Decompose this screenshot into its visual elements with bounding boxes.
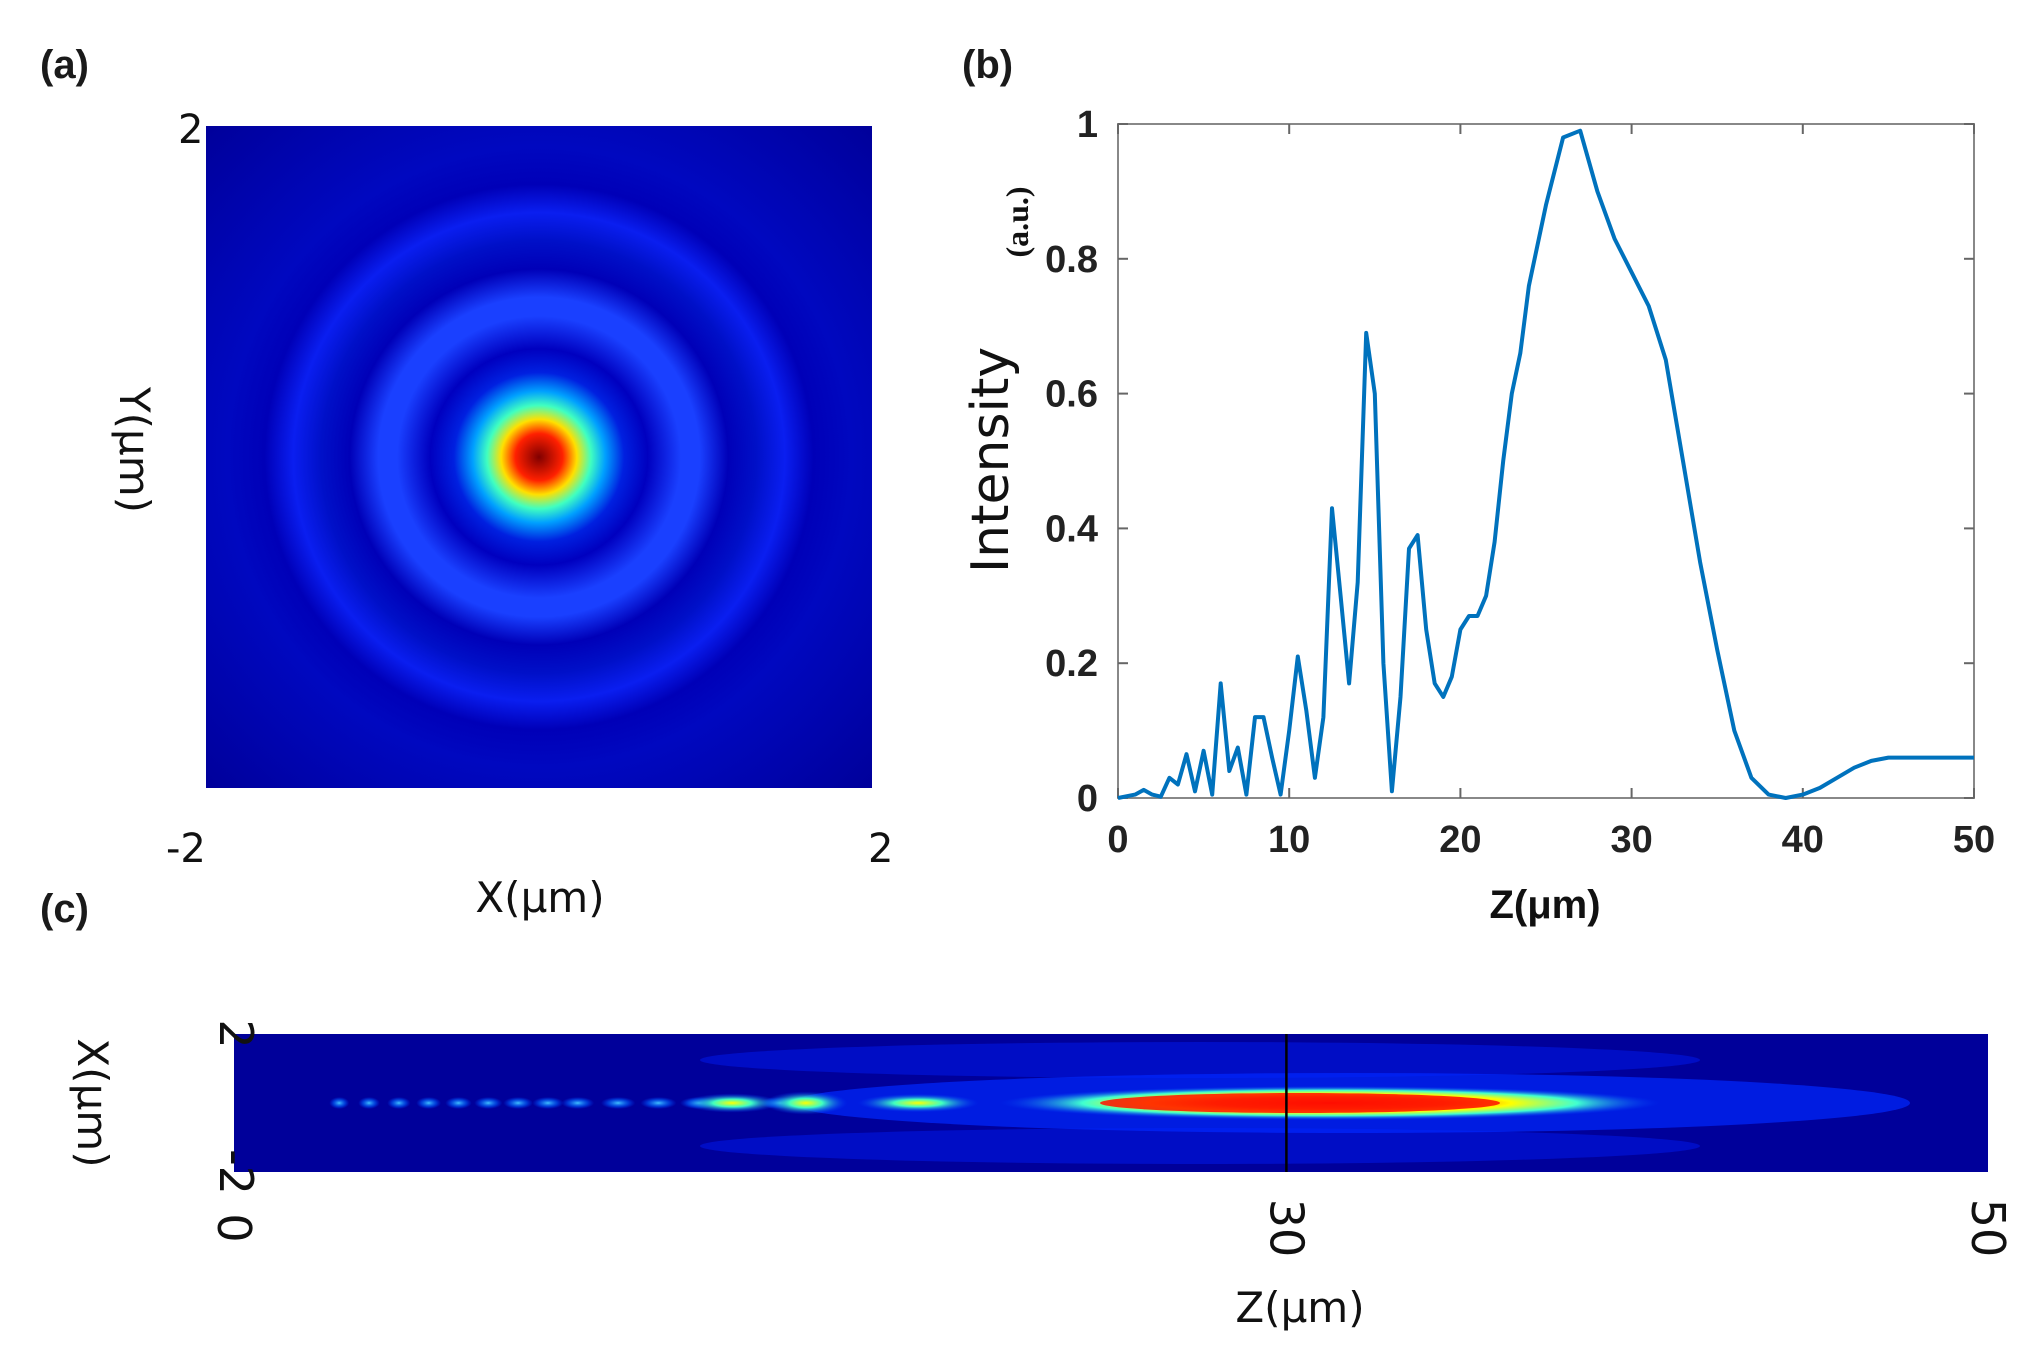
panel-c-xtick-30: 30 xyxy=(1259,1199,1313,1258)
panel-b-axes-box xyxy=(1117,123,1975,799)
panel-c-faint-spot xyxy=(387,1097,411,1109)
panel-b-tick-labels: 0 10 20 30 40 50 0 0.2 0.4 0.6 0.8 1 xyxy=(1045,104,1995,861)
panel-a-xlabel: X(μm) xyxy=(475,873,604,922)
panel-c-faint-spot xyxy=(416,1097,442,1109)
panel-b-ytick-label-1: 0.2 xyxy=(1045,643,1098,685)
panel-c-hotspot-1 xyxy=(684,1093,781,1113)
panel-b-ytick-label-5: 1 xyxy=(1077,104,1098,146)
panel-b-series-line xyxy=(1117,128,1974,800)
panel-c-hotspot-0 xyxy=(764,1091,848,1115)
panel-b-xtick-label-3: 30 xyxy=(1610,819,1652,861)
panel-c-side-lobe-top xyxy=(700,1042,1700,1078)
panel-c-ytick-top: 2 xyxy=(209,1019,263,1048)
panel-c-xlabel: Z(μm) xyxy=(1235,1283,1364,1332)
panel-c-faint-spot xyxy=(474,1097,503,1109)
panel-a-heatmap xyxy=(206,126,872,788)
panel-c-faint-spot xyxy=(532,1097,564,1109)
panel-c-xtick-0: 0 xyxy=(207,1213,261,1242)
panel-b-ytick-label-0: 0 xyxy=(1077,778,1098,820)
panel-label-a: (a) xyxy=(40,43,89,87)
panel-a-xtick-right: 2 xyxy=(868,826,893,872)
panel-c-faint-spot xyxy=(503,1097,533,1109)
panel-c: 2 -2 0 30 50 Z(μm) X(μm) xyxy=(68,1019,2015,1332)
panel-c-hotspots xyxy=(329,1091,979,1115)
panel-b-xtick-label-2: 20 xyxy=(1439,819,1481,861)
panel-c-side-lobe-bottom xyxy=(700,1128,1700,1164)
panel-b-ylabel-unit: (a.u.) xyxy=(999,186,1035,257)
panel-b-xtick-label-4: 40 xyxy=(1782,819,1824,861)
panel-label-c: (c) xyxy=(40,887,89,931)
panel-c-faint-spot xyxy=(358,1097,380,1109)
panel-c-main-focus-core xyxy=(1100,1093,1500,1113)
panel-b-ylabel-main: Intensity xyxy=(961,347,1021,573)
panel-b-xlabel: Z(μm) xyxy=(1489,883,1600,927)
panel-c-faint-spot xyxy=(600,1097,636,1109)
panel-c-hotspot-2 xyxy=(857,1093,979,1113)
panel-b-ytick-label-2: 0.4 xyxy=(1045,508,1098,550)
panel-a-xtick-left: -2 xyxy=(166,826,206,872)
panel-b: 0 10 20 30 40 50 0 0.2 0.4 0.6 0.8 1 Z(μm) Intensit… xyxy=(961,104,1995,927)
panel-b-xtick-label-0: 0 xyxy=(1107,819,1128,861)
panel-b-xtick-label-5: 50 xyxy=(1953,819,1995,861)
panel-b-ytick-label-3: 0.6 xyxy=(1045,374,1098,416)
panel-b-ytick-label-4: 0.8 xyxy=(1045,239,1098,281)
panel-a-ytick-top: 2 xyxy=(178,107,203,153)
panel-c-faint-spot xyxy=(640,1097,677,1109)
panel-c-xtick-50: 50 xyxy=(1961,1199,2015,1258)
panel-c-ylabel: X(μm) xyxy=(68,1038,117,1167)
panel-c-faint-spot xyxy=(445,1097,472,1109)
panel-a: 2 -2 2 X(μm) Y(μm) xyxy=(110,107,893,922)
panel-a-ylabel: Y(μm) xyxy=(110,386,159,513)
panel-c-ytick-bottom: -2 xyxy=(209,1149,263,1195)
panel-c-faint-spot xyxy=(561,1097,595,1109)
panel-label-b: (b) xyxy=(962,43,1013,87)
panel-c-faint-spot xyxy=(329,1097,350,1109)
panel-b-xtick-label-1: 10 xyxy=(1268,819,1310,861)
